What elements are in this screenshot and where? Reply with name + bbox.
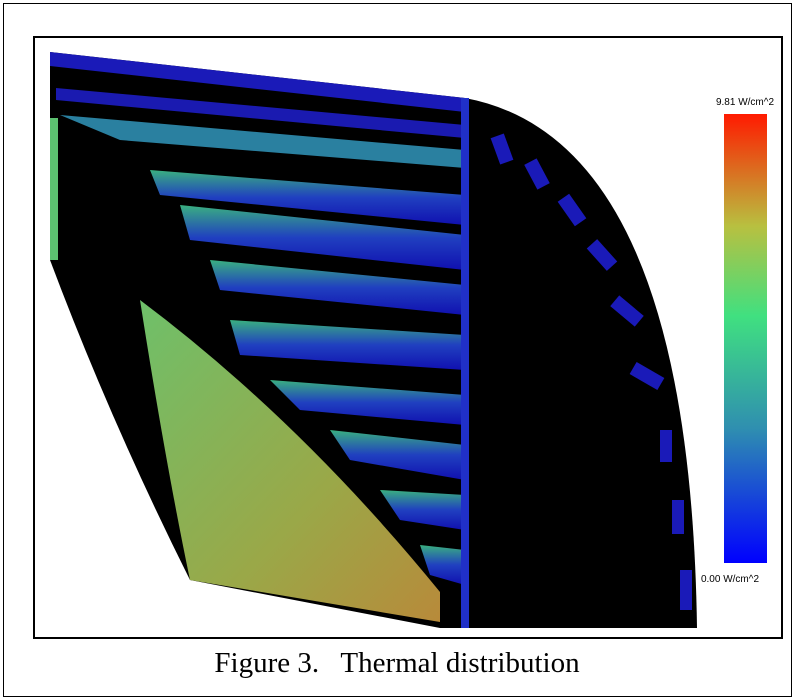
mesh-render (50, 52, 697, 628)
colorbar (724, 114, 767, 563)
outer-border (3, 3, 792, 697)
caption: Figure 3. Thermal distribution (214, 647, 580, 679)
colorbar-max-label: 9.81 W/cm^2 (716, 97, 774, 108)
colorbar-min-label: 0.00 W/cm^2 (701, 574, 759, 585)
